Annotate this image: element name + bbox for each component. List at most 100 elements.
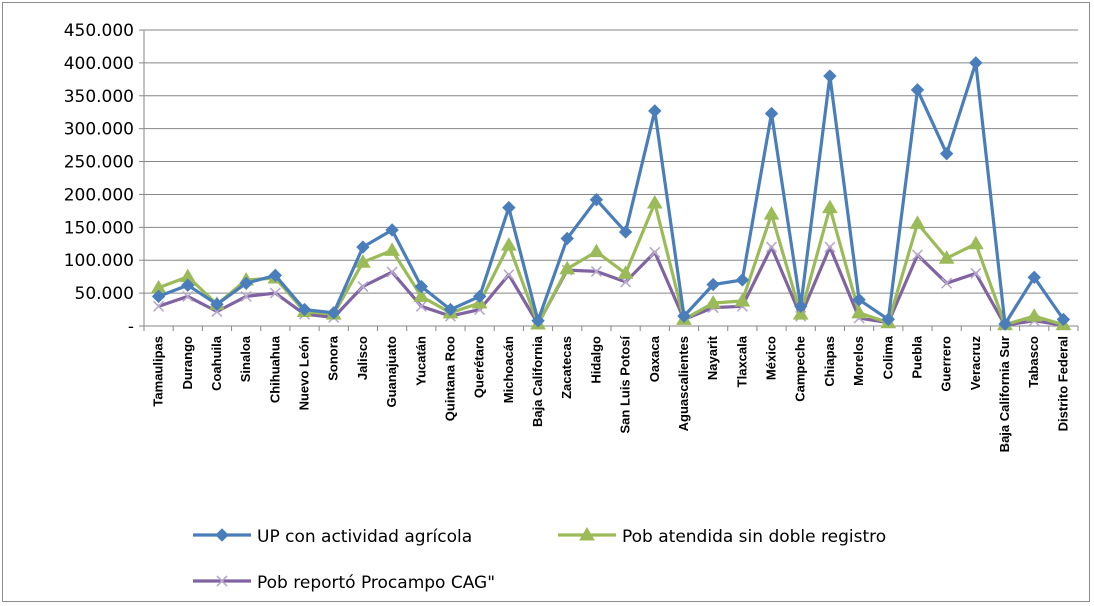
point-s1-7	[355, 254, 371, 268]
point-s1-19	[705, 294, 722, 309]
y-tick-label-4: 200.000	[64, 185, 134, 205]
point-s0-2	[210, 297, 224, 312]
point-s2-23	[824, 241, 836, 253]
point-s0-21	[764, 106, 779, 121]
x-tick-label-21: México	[764, 336, 779, 380]
x-tick-label-31: Distrito Federal	[1055, 336, 1070, 431]
point-s1-23	[822, 199, 838, 214]
point-s0-23	[823, 69, 837, 83]
y-tick-label-9: 450.000	[64, 21, 134, 41]
point-s2-3	[240, 290, 252, 302]
x-tick-label-11: Querétaro	[472, 336, 487, 398]
point-s1-9	[413, 288, 430, 302]
point-s0-16	[618, 225, 633, 239]
x-tick-label-28: Veracruz	[968, 336, 983, 391]
point-s0-29	[998, 317, 1012, 331]
point-s0-17	[648, 104, 662, 118]
y-tick-label-5: 250.000	[64, 153, 134, 173]
point-s1-8	[384, 242, 400, 256]
point-s2-0	[153, 300, 165, 312]
point-s1-20	[734, 293, 751, 307]
x-tick-label-13: Baja California	[530, 335, 545, 427]
point-s1-17	[646, 195, 663, 209]
point-s0-5	[297, 302, 312, 317]
x-tick-label-20: Tlaxcala	[734, 335, 749, 387]
legend-marker-1	[579, 527, 595, 541]
point-s0-28	[969, 56, 983, 70]
x-tick-label-27: Guerrero	[939, 336, 954, 392]
y-tick-label-0: -	[128, 317, 134, 337]
x-tick-label-3: Sinaloa	[238, 335, 253, 382]
point-s0-3	[239, 276, 253, 290]
point-s0-1	[181, 278, 195, 292]
x-tick-label-15: Hidalgo	[588, 336, 603, 384]
point-s0-10	[443, 302, 458, 317]
x-tick-label-25: Colima	[880, 335, 895, 379]
x-tick-label-26: Puebla	[909, 335, 924, 378]
point-s2-15	[590, 265, 602, 277]
legend-label-0: UP con actividad agrícola	[257, 527, 472, 547]
x-tick-label-4: Chihuahua	[267, 335, 282, 403]
x-tick-label-24: Morelos	[851, 336, 866, 386]
point-s1-22	[792, 306, 809, 320]
point-s2-28	[970, 267, 982, 279]
x-tick-label-2: Coahuila	[209, 335, 224, 391]
point-s0-11	[472, 289, 487, 304]
x-tick-label-0: Tamaulipas	[151, 336, 166, 407]
point-s0-13	[531, 314, 545, 328]
x-tick-label-16: San Luis Potosí	[618, 336, 633, 434]
point-s0-6	[327, 306, 341, 320]
point-s0-0	[151, 289, 166, 304]
point-s0-14	[560, 231, 574, 246]
legend-marker-2	[216, 575, 228, 587]
x-tick-label-18: Aguascalientes	[676, 336, 691, 431]
point-s0-4	[268, 268, 283, 283]
point-s1-15	[588, 243, 605, 258]
point-s2-12	[503, 269, 515, 281]
point-s2-17	[649, 246, 661, 258]
point-s2-4	[269, 287, 281, 299]
line-chart: - 50.000 100.000 150.000 200.000 250.000 300.0…	[64, 21, 1079, 593]
x-tick-label-19: Nayarit	[705, 335, 720, 380]
point-s2-21	[765, 241, 778, 253]
x-tick-label-29: Baja California Sur	[997, 336, 1012, 452]
point-s0-8	[385, 223, 399, 237]
point-s1-12	[500, 237, 517, 251]
y-tick-label-6: 300.000	[64, 120, 134, 140]
point-s0-22	[794, 299, 808, 313]
point-s0-24	[852, 292, 866, 307]
point-s0-30	[1027, 270, 1041, 285]
point-s0-31	[1056, 312, 1071, 327]
point-s2-7	[357, 280, 369, 293]
y-tick-label-8: 400.000	[64, 54, 134, 74]
point-s2-26	[911, 249, 924, 261]
legend-label-2: Pob reportó Procampo CAG"	[257, 573, 495, 593]
point-s1-14	[559, 260, 576, 275]
x-tick-label-8: Guanajuato	[384, 336, 399, 408]
x-tick-label-5: Nuevo León	[297, 336, 312, 410]
y-tick-label-2: 100.000	[64, 251, 134, 271]
series-line-2	[158, 245, 1064, 327]
point-s0-20	[735, 273, 750, 287]
point-s1-21	[763, 206, 780, 220]
y-tick-label-1: 50.000	[75, 284, 134, 304]
point-s2-1	[182, 290, 194, 302]
x-tick-label-14: Zacatecas	[559, 336, 574, 399]
point-s1-30	[1026, 308, 1043, 322]
y-tick-label-3: 150.000	[64, 218, 134, 238]
point-s1-28	[967, 235, 984, 250]
legend-marker-0	[215, 528, 229, 542]
x-tick-label-10: Quintana Roo	[442, 336, 457, 421]
point-s0-9	[414, 279, 428, 294]
x-tick-label-30: Tabasco	[1026, 336, 1041, 388]
x-tick-label-6: Sonora	[326, 335, 341, 381]
point-s0-15	[589, 192, 604, 207]
point-s2-27	[941, 277, 953, 289]
series-line-0	[158, 61, 1065, 326]
point-s2-9	[415, 300, 427, 312]
x-tick-label-9: Yucatán	[413, 336, 428, 386]
x-tick-label-23: Chiapas	[822, 336, 837, 387]
point-s0-27	[939, 146, 954, 161]
point-s0-25	[881, 312, 895, 327]
x-tick-label-12: Michoacán	[501, 336, 516, 403]
